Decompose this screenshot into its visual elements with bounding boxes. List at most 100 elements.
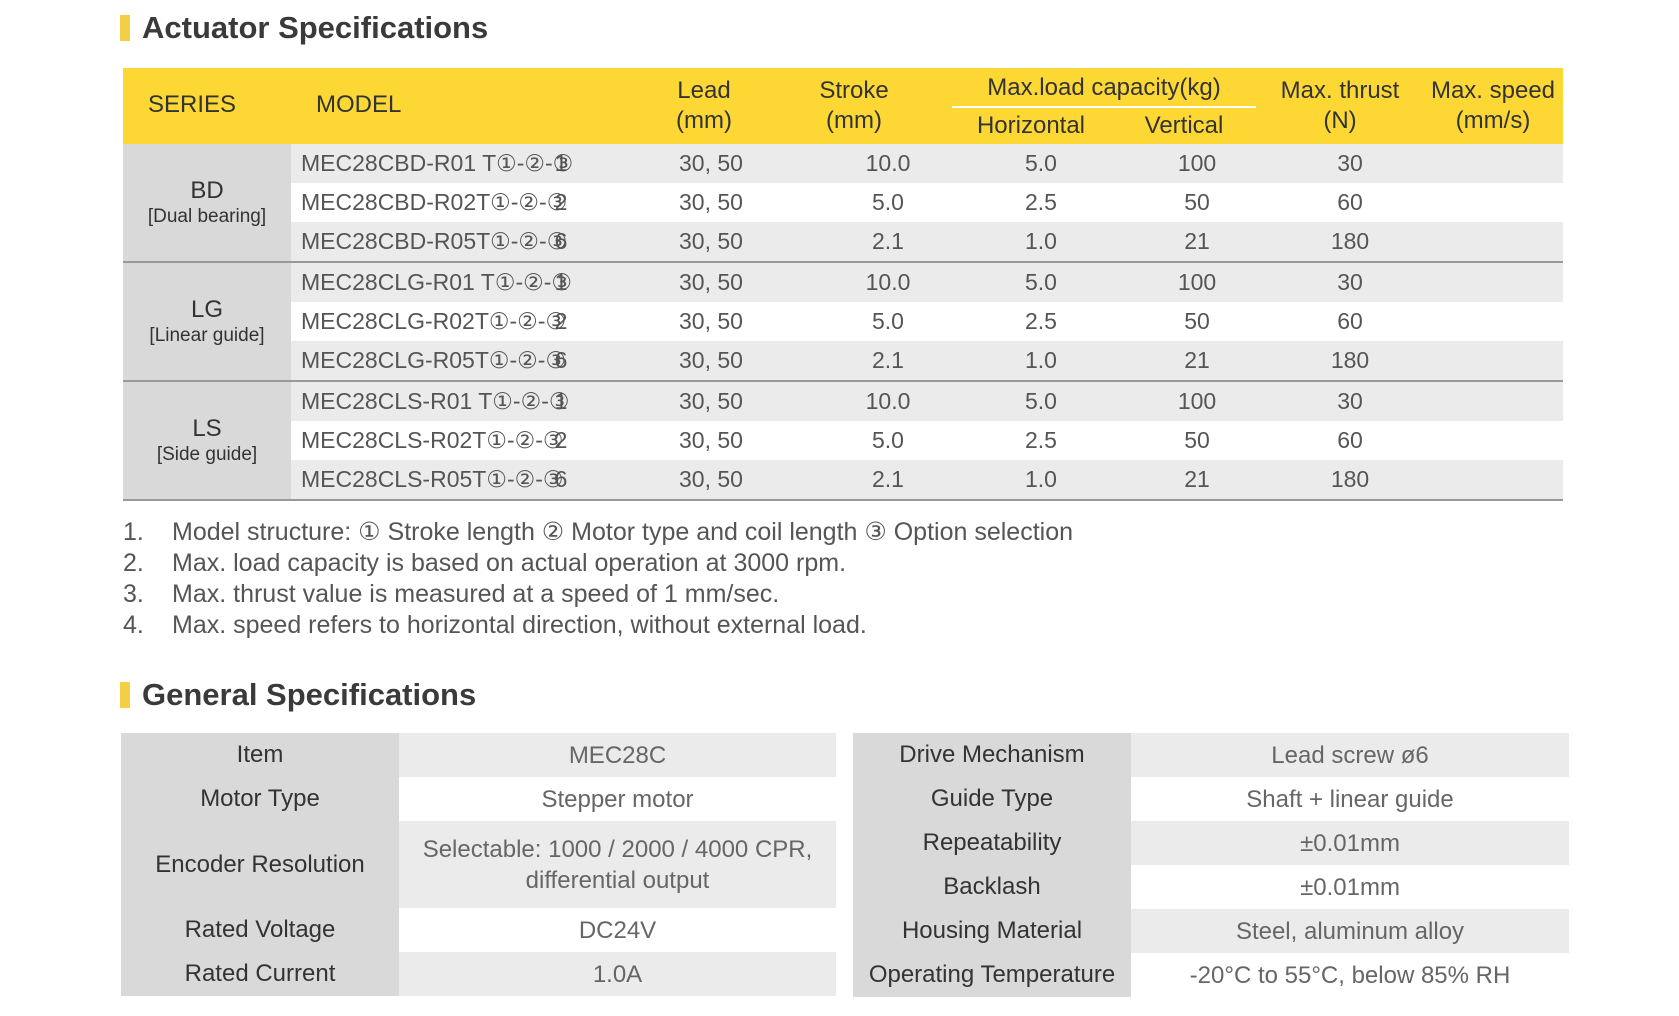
spec-key: Rated Voltage: [121, 908, 399, 952]
cell-stroke: 30, 50: [679, 347, 743, 373]
series-group: LG [Linear guide] MEC28CLG-R01 T①-②-③ 1 30, …: [123, 263, 1563, 382]
spec-value: Selectable: 1000 / 2000 / 4000 CPR, diff…: [399, 821, 836, 908]
spec-key: Guide Type: [853, 777, 1131, 821]
cell-h: 10.0: [865, 388, 911, 414]
table-row: MEC28CBD-R05T①-②-③ 6 30, 50 2.1 1.0 21 180: [291, 222, 1563, 261]
cell-model: MEC28CLG-R02T①-②-③: [301, 308, 567, 334]
spec-key: Drive Mechanism: [853, 733, 1131, 777]
header-model: MODEL: [316, 91, 402, 118]
spec-key: Repeatability: [853, 821, 1131, 865]
series-code: LS: [192, 414, 222, 442]
actuator-title-text: Actuator Specifications: [142, 10, 489, 45]
series-cell: LS [Side guide]: [123, 382, 291, 499]
general-section-title: General Specifications: [120, 677, 476, 713]
cell-stroke: 30, 50: [679, 308, 743, 334]
cell-model: MEC28CBD-R02T①-②-③: [301, 189, 568, 215]
cell-thrust: 21: [1184, 466, 1210, 492]
spec-row: Housing Material Steel, aluminum alloy: [853, 909, 1569, 953]
series-code: LG: [190, 295, 223, 323]
spec-row: Encoder Resolution Selectable: 1000 / 20…: [121, 821, 836, 908]
cell-stroke: 30, 50: [679, 427, 743, 453]
cell-v: 2.5: [1025, 308, 1057, 334]
header-horizontal: Horizontal: [976, 112, 1086, 139]
note-number: 2.: [123, 549, 144, 577]
header-thrust-label: Max. thrust: [1280, 77, 1400, 104]
cell-v: 1.0: [1025, 228, 1057, 254]
header-vertical: Vertical: [1144, 112, 1224, 139]
title-accent-bar: [120, 682, 130, 708]
cell-thrust: 21: [1184, 228, 1210, 254]
cell-lead: 2: [554, 427, 568, 453]
cell-h: 10.0: [865, 150, 911, 176]
header-series: SERIES: [148, 91, 237, 118]
header-speed-label: Max. speed: [1430, 77, 1556, 104]
general-spec-table-left: Item MEC28C Motor Type Stepper motor Enc…: [121, 733, 836, 996]
series-desc: [Side guide]: [156, 443, 258, 465]
spec-value: MEC28C: [399, 733, 836, 777]
table-row: MEC28CBD-R02T①-②-③ 2 30, 50 5.0 2.5 50 60: [291, 183, 1563, 222]
header-maxload-divider: [952, 106, 1256, 108]
spec-key: Motor Type: [121, 777, 399, 821]
spec-value: -20°C to 55°C, below 85% RH: [1131, 953, 1569, 997]
cell-speed: 180: [1330, 228, 1370, 254]
cell-stroke: 30, 50: [679, 189, 743, 215]
cell-speed: 60: [1337, 308, 1363, 334]
note-item: 4. Max. speed refers to horizontal direct…: [123, 610, 1073, 641]
cell-stroke: 30, 50: [679, 388, 743, 414]
spec-row: Item MEC28C: [121, 733, 836, 777]
note-item: 1. Model structure: ① Stroke length ② Mot…: [123, 517, 1073, 548]
spec-value: DC24V: [399, 908, 836, 952]
cell-thrust: 100: [1177, 388, 1217, 414]
spec-value: ±0.01mm: [1131, 865, 1569, 909]
spec-row: Repeatability ±0.01mm: [853, 821, 1569, 865]
series-cell: LG [Linear guide]: [123, 263, 291, 380]
spec-row: Operating Temperature -20°C to 55°C, belo…: [853, 953, 1569, 997]
note-number: 1.: [123, 518, 144, 546]
header-thrust: Max. thrust (N): [1265, 76, 1415, 136]
note-text: Model structure: ① Stroke length ② Motor…: [172, 518, 1074, 546]
cell-lead: 6: [554, 466, 568, 492]
cell-lead: 6: [554, 347, 568, 373]
series-cell: BD [Dual bearing]: [123, 144, 291, 261]
spec-row: Motor Type Stepper motor: [121, 777, 836, 821]
title-accent-bar: [120, 15, 130, 41]
header-stroke: Stroke (mm): [794, 76, 914, 136]
spec-key: Encoder Resolution: [121, 821, 399, 908]
spec-key: Housing Material: [853, 909, 1131, 953]
spec-value-line: differential output: [525, 866, 710, 894]
cell-speed: 60: [1337, 427, 1363, 453]
cell-speed: 60: [1337, 189, 1363, 215]
cell-lead: 1: [554, 269, 568, 295]
series-desc: [Linear guide]: [149, 324, 265, 346]
cell-v: 1.0: [1025, 466, 1057, 492]
spec-row: Drive Mechanism Lead screw ø6: [853, 733, 1569, 777]
header-lead: Lead (mm): [644, 76, 764, 136]
cell-v: 5.0: [1025, 150, 1057, 176]
cell-model: MEC28CLG-R01 T①-②-③: [301, 269, 573, 295]
cell-speed: 180: [1330, 347, 1370, 373]
series-desc: [Dual bearing]: [147, 205, 267, 227]
spec-value: Steel, aluminum alloy: [1131, 909, 1569, 953]
cell-thrust: 50: [1184, 189, 1210, 215]
cell-lead: 2: [554, 189, 568, 215]
note-text: Max. thrust value is measured at a speed…: [172, 580, 780, 608]
table-row: MEC28CLS-R05T①-②-③ 6 30, 50 2.1 1.0 21 180: [291, 460, 1563, 499]
cell-lead: 1: [554, 388, 568, 414]
table-row: MEC28CBD-R01 T①-②-③ 1 30, 50 10.0 5.0 100 30: [291, 144, 1563, 183]
spec-key: Rated Current: [121, 952, 399, 996]
series-group: BD [Dual bearing] MEC28CBD-R01 T①-②-③ 1 30, …: [123, 144, 1563, 263]
series-group: LS [Side guide] MEC28CLS-R01 T①-②-③ 1 30, 50…: [123, 382, 1563, 501]
cell-v: 5.0: [1025, 269, 1057, 295]
actuator-section-title: Actuator Specifications: [120, 10, 488, 46]
actuator-table: SERIES MODEL Lead (mm) Stroke (mm) Max.l…: [123, 68, 1563, 501]
general-title-text: General Specifications: [142, 677, 477, 712]
note-item: 2. Max. load capacity is based on actual …: [123, 548, 1073, 579]
general-spec-table-right: Drive Mechanism Lead screw ø6 Guide Type Sh…: [853, 733, 1569, 997]
cell-model: MEC28CLS-R02T①-②-③: [301, 427, 564, 453]
cell-thrust: 50: [1184, 308, 1210, 334]
spec-value: Lead screw ø6: [1131, 733, 1569, 777]
cell-lead: 2: [554, 308, 568, 334]
cell-v: 5.0: [1025, 388, 1057, 414]
table-row: MEC28CLS-R01 T①-②-③ 1 30, 50 10.0 5.0 100 30: [291, 382, 1563, 421]
spec-value: ±0.01mm: [1131, 821, 1569, 865]
